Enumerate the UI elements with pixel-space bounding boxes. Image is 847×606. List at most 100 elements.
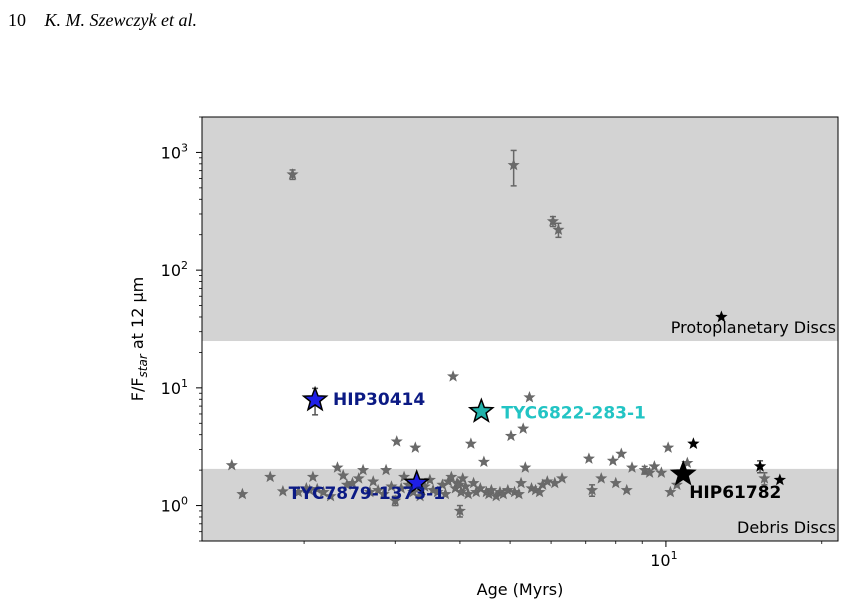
y-axis-label-main: F/F <box>128 377 147 401</box>
grey-point-56 <box>485 483 498 496</box>
highlight-label-1: TYC6822-283-1 <box>501 403 646 423</box>
grey-point-50 <box>467 476 480 489</box>
grey-point-40 <box>447 370 460 382</box>
grey-point-2 <box>264 470 277 483</box>
grey-point-23 <box>385 480 398 492</box>
grey-point-75 <box>552 223 565 235</box>
highlight-star-0 <box>301 385 329 412</box>
grey-point-16 <box>352 472 365 484</box>
highlight-star-2 <box>403 469 431 495</box>
highlight-label-0: HIP30414 <box>333 390 425 410</box>
grey-point-61 <box>504 429 518 442</box>
grey-point-10 <box>317 485 330 498</box>
grey-point-37 <box>439 487 452 500</box>
grey-point-89 <box>655 466 668 478</box>
grey-point-49 <box>464 437 477 449</box>
grey-point-90 <box>662 441 675 453</box>
grey-point-67 <box>519 461 532 473</box>
y-axis-label-tail: at 12 μm <box>128 277 147 354</box>
y-axis-label-sub: star <box>136 353 150 377</box>
grey-point-30 <box>409 441 422 453</box>
y-tick-label-0: 100 <box>161 495 188 516</box>
black-point-0 <box>715 310 728 323</box>
grey-point-47 <box>459 480 472 492</box>
grey-point-91 <box>664 485 677 498</box>
grey-point-80 <box>595 472 608 484</box>
grey-point-73 <box>541 475 554 487</box>
grey-point-79 <box>586 483 599 496</box>
highlight-label-2: TYC7879-1373-1 <box>289 484 445 504</box>
grey-point-52 <box>474 482 487 494</box>
grey-point-76 <box>548 476 561 489</box>
y-tick-label-3: 103 <box>161 141 188 162</box>
grey-point-25 <box>390 435 403 447</box>
black-point-2 <box>753 459 767 472</box>
grey-point-81 <box>606 454 619 466</box>
axis-ticks: 100 101 102 103 101 <box>161 116 823 570</box>
page-number: 10 <box>8 10 26 30</box>
grey-point-4 <box>286 168 299 180</box>
grey-point-17 <box>357 463 370 476</box>
grey-point-45 <box>454 485 468 498</box>
grey-point-33 <box>423 473 436 486</box>
grey-point-85 <box>625 461 639 473</box>
grey-point-22 <box>380 463 393 476</box>
grey-point-74 <box>546 214 559 227</box>
grey-point-29 <box>407 485 420 498</box>
region-layer: Protoplanetary Discs Debris Discs <box>202 117 838 541</box>
grey-point-12 <box>331 461 344 473</box>
region-band-0 <box>202 117 838 342</box>
grey-point-48 <box>462 487 475 500</box>
grey-point-84 <box>620 483 633 496</box>
grey-point-94 <box>758 472 771 484</box>
plot-frame <box>201 116 839 542</box>
page-header: 10 K. M. Szewczyk et al. <box>8 10 197 31</box>
highlight-points-layer: HIP30414 TYC6822-283-1 TYC7879-1373-1 HIP61… <box>289 385 781 504</box>
grey-point-43 <box>452 478 465 490</box>
running-authors: K. M. Szewczyk et al. <box>44 10 197 30</box>
region-label-0: Protoplanetary Discs <box>671 318 836 337</box>
grey-point-8 <box>306 470 319 483</box>
grey-point-66 <box>517 422 530 434</box>
highlight-label-3: HIP61782 <box>689 483 781 503</box>
grey-point-9 <box>311 482 324 495</box>
y-tick-label-1: 101 <box>161 377 188 398</box>
grey-point-31 <box>414 489 427 502</box>
grey-point-0 <box>225 458 238 471</box>
grey-point-78 <box>582 452 595 464</box>
grey-point-86 <box>638 463 651 476</box>
black-points-layer <box>687 310 787 486</box>
grey-point-77 <box>555 472 569 484</box>
grey-point-68 <box>523 391 536 403</box>
grey-point-71 <box>533 485 546 498</box>
grey-point-92 <box>670 478 683 490</box>
grey-point-21 <box>377 487 390 500</box>
grey-point-26 <box>395 482 408 494</box>
grey-point-5 <box>292 485 305 498</box>
y-tick-label-2: 102 <box>161 259 188 280</box>
grey-point-19 <box>367 475 380 487</box>
black-point-3 <box>773 473 787 486</box>
grey-point-83 <box>615 447 628 459</box>
grey-point-35 <box>431 485 444 498</box>
grey-point-1 <box>236 487 249 500</box>
region-label-1: Debris Discs <box>737 518 836 537</box>
grey-point-44 <box>453 504 466 517</box>
grey-point-3 <box>276 485 289 497</box>
grey-point-13 <box>337 469 350 481</box>
highlight-star-3 <box>669 459 697 486</box>
grey-point-65 <box>515 476 528 489</box>
black-point-1 <box>687 437 700 450</box>
grey-point-18 <box>363 485 376 498</box>
grey-point-11 <box>324 489 337 502</box>
highlight-star-1 <box>467 397 495 423</box>
grey-point-24 <box>389 494 402 506</box>
grey-point-53 <box>477 455 490 468</box>
y-axis-label: F/Fstar at 12 μm <box>128 277 150 402</box>
grey-point-82 <box>609 476 622 489</box>
x-axis-label: Age (Myrs) <box>477 580 564 599</box>
grey-points-layer <box>225 149 771 518</box>
grey-point-88 <box>648 460 661 472</box>
grey-point-39 <box>445 470 458 483</box>
